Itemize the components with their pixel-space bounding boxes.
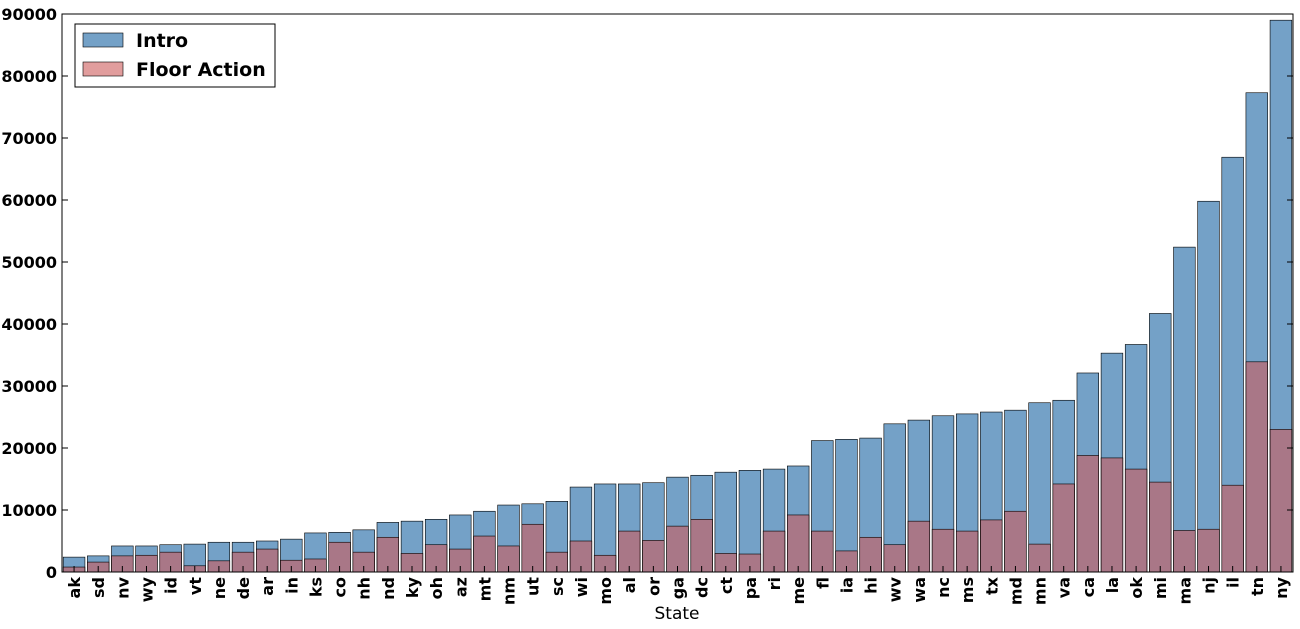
x-tick-label: nc [934,577,953,598]
bar [666,525,689,573]
x-tick-label: ne [210,577,229,599]
bar [1004,510,1027,573]
y-tick-label: 40000 [1,315,57,334]
bar [1269,429,1293,573]
x-tick-label: me [789,577,808,605]
x-tick-label: va [1055,577,1074,598]
x-tick-label: hi [862,577,881,594]
y-tick-label: 80000 [1,67,57,86]
bar [980,519,1003,573]
legend-label: Floor Action [136,59,266,81]
x-tick-label: wa [910,577,929,603]
x-tick-label: mo [596,577,615,605]
x-tick-label: wv [886,576,905,602]
bar [618,530,641,573]
x-tick-label: md [1006,577,1025,605]
x-tick-label: ky [403,576,422,598]
bar [1173,530,1196,573]
x-tick-label: az [451,577,470,597]
bar [1197,200,1220,573]
y-tick-label: 70000 [1,129,57,148]
x-tick-label: il [1224,577,1243,588]
legend-swatch [82,32,124,48]
x-axis-label: State [655,604,700,624]
x-tick-label: ks [306,577,325,597]
x-tick-label: ut [524,577,543,596]
x-tick-label: ak [65,577,84,599]
legend-swatch [82,61,124,77]
x-tick-label: wy [137,576,156,602]
bar [907,520,931,573]
x-tick-label: nj [1200,577,1219,594]
bar [1245,361,1268,573]
bar [1221,484,1244,573]
bar [1197,528,1220,573]
bar [955,530,979,573]
bar [521,523,544,573]
x-tick-label: nv [113,576,132,598]
x-tick-label: ri [765,577,784,590]
x-tick-label: ms [958,577,977,603]
x-tick-label: nd [379,577,398,600]
legend-label: Intro [136,30,188,52]
x-tick-label: ia [837,577,856,593]
x-tick-label: mt [475,577,494,602]
x-tick-label: ct [717,577,736,594]
x-tick-label: or [644,577,663,596]
bar [787,514,810,573]
x-tick-label: co [331,577,350,597]
x-tick-label: pa [741,577,760,599]
bar [690,518,713,573]
bar [1124,468,1148,573]
x-tick-label: ok [1127,577,1146,599]
bar [1149,481,1172,573]
x-tick-label: wi [572,577,591,597]
x-tick-label: vt [186,577,205,595]
y-tick-label: 20000 [1,439,57,458]
bar [1076,455,1099,573]
x-tick-label: ca [1079,577,1098,597]
y-tick-label: 0 [46,563,57,582]
x-tick-label: sc [548,577,567,596]
x-tick-label: oh [427,577,446,599]
x-tick-label: ma [1175,577,1194,604]
x-tick-label: de [234,577,253,599]
bar [811,530,834,573]
y-tick-label: 60000 [1,191,57,210]
x-tick-label: la [1103,577,1122,593]
x-tick-label: ny [1272,576,1291,598]
bar [1173,246,1196,573]
y-tick-label: 90000 [1,5,57,24]
x-tick-label: ga [669,577,688,599]
y-tick-label: 50000 [1,253,57,272]
bar [931,528,955,573]
x-tick-label: ar [258,577,277,596]
x-tick-label: sd [89,577,108,598]
x-tick-label: mi [1151,577,1170,599]
y-tick-label: 30000 [1,377,57,396]
x-tick-label: dc [693,577,712,598]
bar [762,530,786,573]
y-tick-label: 10000 [1,501,57,520]
x-tick-label: tx [982,576,1001,595]
bar [1100,457,1124,573]
x-tick-label: tn [1248,577,1267,596]
x-tick-label: mn [1031,577,1050,605]
x-tick-label: fl [813,577,832,589]
x-tick-label: nh [355,577,374,600]
x-tick-label: in [282,577,301,594]
x-tick-label: nm [500,577,519,605]
x-tick-label: id [162,577,181,594]
bar [1052,483,1075,573]
x-tick-label: al [620,577,639,593]
